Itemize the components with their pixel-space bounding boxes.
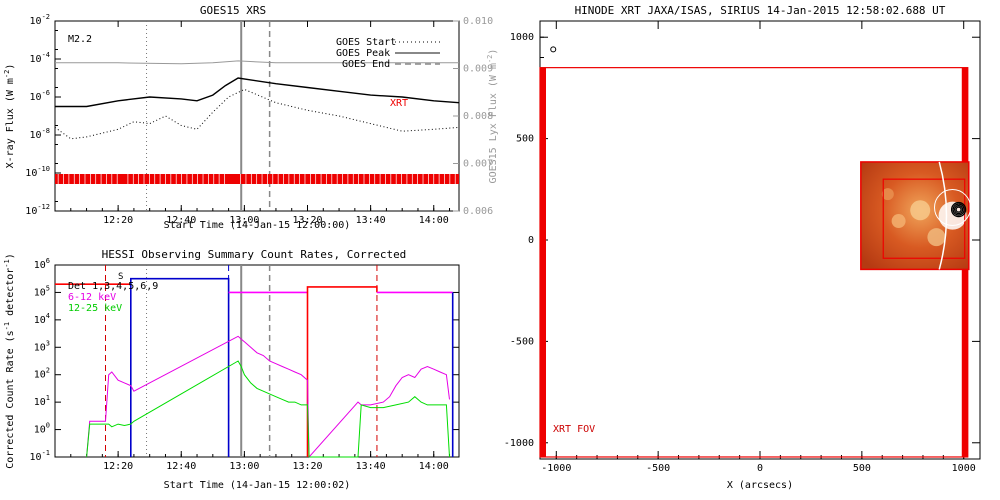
xrt-contour	[953, 204, 964, 215]
xrt-title: HINODE XRT JAXA/ISAS, SIRIUS 14-Jan-2015…	[575, 4, 946, 17]
y-tick-label: 101	[34, 394, 50, 408]
xrt-bright-region	[938, 201, 967, 230]
y-tick-label: 106	[34, 257, 50, 271]
x-tick-label: 1000	[952, 463, 976, 474]
y-tick-label: 1000	[510, 32, 534, 43]
y-tick-label: 10-4	[30, 51, 50, 65]
hessi-series-line	[86, 335, 450, 459]
xrt-inner-box	[882, 178, 966, 259]
xrt-contour	[952, 203, 965, 216]
y-tick-label: 102	[34, 367, 50, 381]
small-circle-marker	[550, 46, 557, 53]
x-tick-label: -1000	[541, 463, 571, 474]
x-tick-label: 12:40	[166, 215, 196, 226]
x-tick-label: 13:40	[356, 215, 386, 226]
y-tick-label: 10-1	[30, 449, 50, 463]
hessi-series-line	[86, 360, 450, 458]
y-right-tick-label: 0.008	[463, 111, 493, 122]
x-tick-label: 13:20	[292, 215, 322, 226]
x-tick-label: 13:00	[229, 461, 259, 472]
y-right-tick-label: 0.006	[463, 206, 493, 217]
xrt-fov-chart: HINODE XRT JAXA/ISAS, SIRIUS 14-Jan-2015…	[504, 4, 981, 491]
xrt-coverage-gaps	[57, 174, 456, 184]
x-tick-label: 12:20	[103, 215, 133, 226]
legend-6-12kev: 6-12 keV	[68, 292, 116, 303]
hessi-y-axis-label: Corrected Count Rate (s-1 detector-1)	[3, 253, 16, 469]
hessi-chart: HESSI Observing Summary Count Rates, Cor…	[3, 248, 460, 491]
goes-legend: GOES Start GOES Peak GOES End	[336, 37, 440, 70]
y-tick-label: 104	[34, 312, 50, 326]
y-tick-label: 500	[516, 134, 534, 145]
hessi-x-axis: 12:20 12:40 13:00 13:20 13:40 14:00	[70, 451, 451, 472]
x-tick-label: 13:20	[292, 461, 322, 472]
hessi-series-line	[130, 277, 230, 457]
xrt-fov-label: XRT FOV	[553, 424, 595, 435]
y-right-tick-label: 0.009	[463, 64, 493, 75]
hessi-series-line	[306, 286, 378, 457]
y-right-tick-label: 0.007	[463, 159, 493, 170]
x-tick-label: 13:00	[229, 215, 259, 226]
xrt-bright-region	[910, 200, 931, 221]
goes-y-axis: 10-12 10-10 10-8 10-6 10-4 10-2	[25, 13, 61, 217]
y-tick-label: 103	[34, 339, 50, 353]
hessi-plot-frame	[54, 264, 460, 458]
y-tick-label: 0	[528, 235, 534, 246]
goes-title: GOES15 XRS	[200, 4, 266, 17]
xrt-bright-region	[891, 214, 906, 229]
flare-class-label: M2.2	[68, 34, 92, 45]
y-tick-label: -1000	[504, 438, 534, 449]
goes-xrs-chart: GOES15 XRS 10-12 10-10 10-8 10-6 10-4 10-2 0.…	[3, 4, 499, 231]
xrt-bright-region	[927, 228, 946, 247]
xrt-content	[539, 46, 971, 458]
xrt-white-contour	[934, 189, 971, 227]
y-tick-label: 10-10	[25, 165, 50, 179]
x-tick-label: -500	[646, 463, 670, 474]
xrt-contour	[950, 201, 967, 218]
hessi-legend: Det 1,3,4,5,6,9 6-12 keV 12-25 keV	[68, 281, 158, 314]
x-tick-label: 14:00	[419, 215, 449, 226]
hessi-markers	[105, 265, 378, 457]
y-tick-label: 10-6	[30, 89, 50, 103]
hessi-series	[55, 277, 454, 459]
xrt-bright-region	[881, 188, 894, 201]
y-tick-label: 100	[34, 422, 50, 436]
hessi-title: HESSI Observing Summary Count Rates, Cor…	[102, 248, 407, 261]
legend-goes-peak: GOES Peak	[336, 48, 390, 59]
xrt-label: XRT	[390, 98, 408, 109]
xrt-x-axis-label: X (arcsecs)	[727, 480, 793, 491]
legend-12-25kev: 12-25 keV	[68, 303, 122, 314]
y-tick-label: -500	[510, 336, 534, 347]
goes-series-line	[55, 60, 459, 65]
hessi-small-label: S	[118, 272, 123, 282]
y-tick-label: 10-8	[30, 127, 50, 141]
y-tick-label: 10-12	[25, 203, 50, 217]
y-tick-label: 105	[34, 284, 50, 298]
x-tick-label: 12:20	[103, 461, 133, 472]
x-tick-label: 14:00	[419, 461, 449, 472]
x-tick-label: 12:40	[166, 461, 196, 472]
y-right-tick-label: 0.010	[463, 16, 493, 27]
legend-det: Det 1,3,4,5,6,9	[68, 281, 158, 292]
legend-goes-end: GOES End	[342, 59, 390, 70]
xrt-contour	[955, 206, 962, 213]
goes-x-axis-label: Start Time (14-Jan-15 12:00:00)	[164, 220, 351, 231]
goes-y-axis-label: X-ray Flux (W m-2)	[3, 64, 16, 169]
legend-goes-start: GOES Start	[336, 37, 396, 48]
y-tick-label: 10-2	[30, 13, 50, 27]
x-tick-label: 0	[757, 463, 763, 474]
solar-limb-arc	[938, 161, 948, 270]
goes-y-axis-right-label: GOES15 Lyx Flux (W m-2)	[486, 49, 499, 184]
goes-x-axis: 12:20 12:40 13:00 13:20 13:40 14:00	[70, 21, 451, 226]
x-tick-label: 13:40	[356, 461, 386, 472]
hessi-x-axis-label: Start Time (14-Jan-15 12:00:02)	[164, 480, 351, 491]
goes-y-axis-right: 0.006 0.007 0.008 0.009 0.010	[453, 16, 493, 217]
goes-series	[54, 60, 460, 140]
xrt-fov-left-edge	[540, 67, 546, 457]
goes-series-line	[54, 88, 460, 140]
goes-series-line	[55, 77, 460, 108]
x-tick-label: 500	[853, 463, 871, 474]
xrt-axes: -1000 -500 0 500 1000 -1000 -500 0 500 1000	[504, 21, 980, 474]
